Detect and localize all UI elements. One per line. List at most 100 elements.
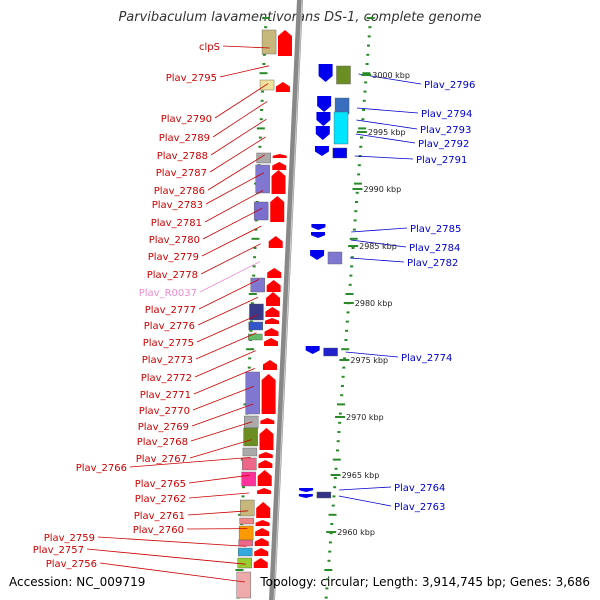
scale-label: 2990 kbp [364,185,402,194]
left-gene-label: Plav_2795 [166,73,217,84]
gene-block [248,333,263,341]
left-gene-label: Plav_2780 [149,235,200,246]
left-leader-line [195,332,257,360]
left-leader-line [214,83,269,119]
gene-block [241,471,256,487]
right-gene-labels: Plav_2796 Plav_2794 Plav_2793 Plav_2792 Plav… [394,80,475,513]
forward-gene-arrow [257,488,272,494]
genome-summary-text: Topology: circular; Length: 3,914,745 bp… [260,575,590,589]
left-gene-label: Plav_2790 [161,114,212,125]
left-leader-line [222,45,270,49]
right-gene-label: Plav_2792 [418,139,469,150]
forward-gene-arrow [264,328,279,336]
gene-block [242,447,258,457]
reverse-gene-arrow [317,96,332,112]
left-leader-line [191,403,254,427]
forward-gene-arrow [258,452,273,458]
left-gene-label: Plav_2788 [157,151,208,162]
gene-block [238,547,253,557]
forward-gene-arrow [272,162,287,170]
left-gene-label: clpS [199,42,220,53]
left-gene-label: Plav_2778 [147,270,198,281]
forward-gene-arrow [264,338,279,346]
gene-block [237,557,252,569]
left-leader-line [201,225,262,257]
reverse-gene-arrow [299,488,314,492]
forward-gene-arrow [266,280,281,292]
left-gene-label: Plav_2775 [143,338,194,349]
scale-label: 2975 kbp [350,356,388,365]
right-gene-label: Plav_2796 [424,80,475,91]
right-gene-label: Plav_2791 [416,155,467,166]
forward-gene-arrow [268,236,283,248]
scale-label: 2965 kbp [342,471,380,480]
forward-gene-arrow [277,30,292,56]
left-gene-label: Plav_2765 [135,479,186,490]
left-leader-line [193,368,255,395]
left-gene-label: Plav_2756 [46,559,97,570]
left-leader-line [192,385,255,411]
gene-block [333,111,349,145]
reverse-gene-arrow [311,232,326,238]
left-leader-line [199,261,260,293]
left-leader-line [86,548,246,565]
reverse-gene-arrow [311,224,326,230]
left-leader-line [198,279,260,310]
scale-label: 2980 kbp [355,299,393,308]
forward-gene-arrow [254,538,269,546]
right-leader-line [350,239,407,248]
right-gene-label: Plav_2794 [421,109,472,120]
reverse-gene-arrow [310,250,325,260]
forward-gene-arrow [272,154,287,158]
left-leader-line [212,101,268,138]
left-leader-line [196,314,258,343]
left-gene-label: Plav_2766 [76,463,127,474]
gene-block [242,457,257,471]
accession-text: Accession: NC_009719 [9,575,146,589]
left-gene-label: Plav_2769 [138,422,189,433]
right-leader-line [355,133,416,144]
left-gene-label: Plav_2781 [151,218,202,229]
left-leader-line [209,136,266,173]
gene-block [238,539,253,547]
right-leader-line [354,155,414,160]
left-gene-labels: clpS Plav_2795 Plav_2790 Plav_2789 Plav_2788… [33,42,220,570]
forward-gene-arrow [270,196,285,222]
reverse-gene-arrow [316,112,331,126]
scale-label: 2995 kbp [368,128,406,137]
forward-gene-arrow [265,318,280,324]
left-leader-line [187,510,249,516]
forward-gene-arrow [257,470,272,486]
left-leader-line [219,65,270,78]
right-tick-column [324,17,375,599]
right-gene-label: Plav_2782 [407,258,458,269]
left-gene-label: Plav_2771 [140,390,191,401]
forward-gene-arrow [258,460,273,468]
right-gene-label: Plav_2763 [394,502,445,513]
backbone-highlight [273,0,303,600]
gene-block [256,152,271,164]
scale-labels: 3000 kbp 2995 kbp 2990 kbp 2985 kbp 2980 kbp… [326,71,410,537]
left-leader-line [207,154,265,191]
gene-block [316,491,332,499]
forward-gene-arrow [255,520,270,526]
scale-label: 2985 kbp [359,242,397,251]
reverse-gene-arrow [318,64,333,82]
gene-block [239,517,254,525]
gene-block [249,303,264,321]
left-gene-label: Plav_2762 [135,494,186,505]
left-leader-line [97,536,247,547]
left-gene-label: Plav_R0037 [139,288,197,299]
right-leader-line [356,119,418,130]
gene-block [243,427,258,447]
left-leader-line [210,118,267,156]
left-gene-label: Plav_2760 [133,525,184,536]
right-leader-line [345,351,399,358]
forward-gene-arrow [271,170,286,194]
right-leader-line [356,107,419,114]
right-gene-label: Plav_2774 [401,353,452,364]
forward-gene-arrow [255,528,270,536]
left-gene-label: Plav_2770 [139,406,190,417]
left-gene-label: Plav_2768 [137,437,188,448]
right-leader-line [349,257,405,263]
